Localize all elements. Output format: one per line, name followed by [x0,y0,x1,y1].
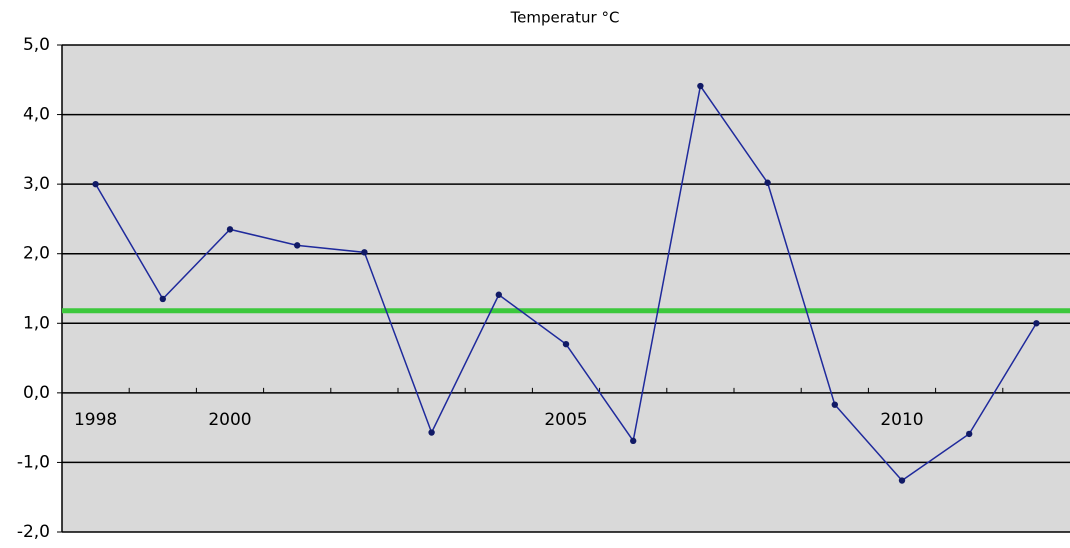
y-tick-label: 5,0 [23,35,50,55]
y-tick-label: 4,0 [23,105,50,125]
data-point [294,242,301,249]
data-point [562,340,570,348]
data-point [1033,320,1040,327]
data-point [697,82,704,90]
data-point [361,249,368,256]
data-point [831,401,838,408]
data-point [226,226,234,233]
data-point [630,437,637,445]
x-tick-label: 2010 [880,410,923,430]
data-point [495,291,502,298]
y-tick-label: 1,0 [23,313,50,333]
y-tick-label: -1,0 [17,452,50,472]
x-tick-label: 2000 [208,410,251,430]
data-point [764,179,771,186]
data-point [92,180,99,188]
chart-title: Temperatur °C [510,9,620,27]
y-tick-label: 3,0 [23,174,50,194]
data-point [159,295,166,303]
x-tick-label: 2005 [544,410,587,430]
y-tick-label: 2,0 [23,244,50,264]
data-point [428,429,435,436]
plot-area [62,45,1070,532]
data-point [898,477,906,484]
data-point [966,430,973,438]
x-tick-label: 1998 [74,410,117,430]
y-tick-label: 0,0 [23,383,50,403]
y-tick-label: -2,0 [17,522,50,542]
